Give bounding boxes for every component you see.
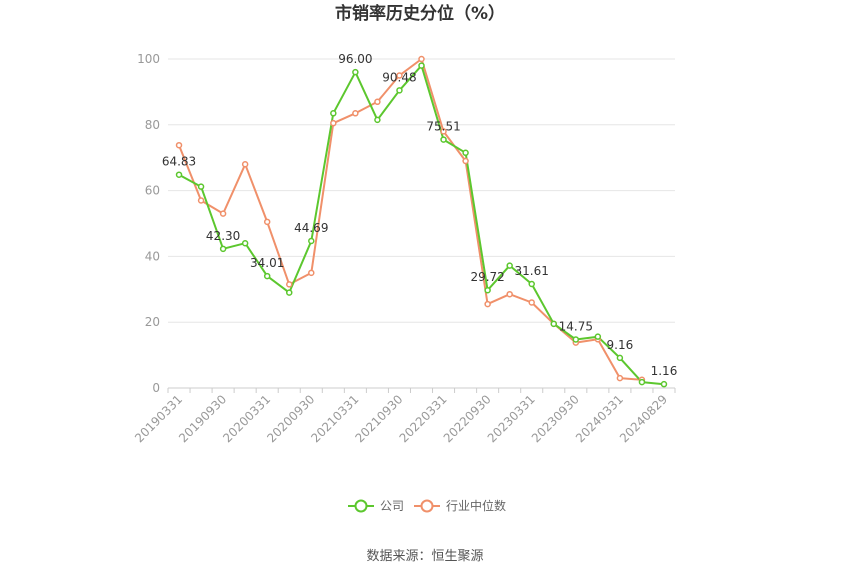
series-lines xyxy=(178,58,665,386)
data-point xyxy=(330,119,337,127)
x-tick-label: 20240829 xyxy=(617,392,670,445)
data-point xyxy=(418,55,425,63)
data-point xyxy=(308,237,315,245)
data-point xyxy=(175,171,183,178)
data-point xyxy=(616,374,624,382)
data-point xyxy=(396,72,403,79)
data-label: 1.16 xyxy=(651,364,678,378)
data-point xyxy=(462,149,469,157)
data-label: 44.69 xyxy=(294,221,328,235)
series-line-行业中位数 xyxy=(178,58,642,381)
data-point xyxy=(440,128,447,135)
y-tick-label: 80 xyxy=(145,118,160,132)
data-label: 34.01 xyxy=(250,256,284,270)
legend-item-行业中位数: 行业中位数 xyxy=(414,498,506,513)
x-axis: 2019033120190930202003312020093020210331… xyxy=(132,387,676,445)
data-point xyxy=(197,197,205,204)
y-axis: 0 20 40 60 80 100 xyxy=(137,52,160,395)
data-point xyxy=(594,333,602,340)
chart-title: 市销率历史分位（%） xyxy=(335,3,505,24)
data-point xyxy=(462,157,469,165)
data-label: 29.72 xyxy=(470,270,504,284)
legend-label: 公司 xyxy=(380,499,404,513)
data-label: 42.30 xyxy=(206,229,240,243)
data-point xyxy=(352,110,359,117)
data-point xyxy=(374,116,381,124)
y-tick-label: 100 xyxy=(137,52,160,66)
data-label: 75.51 xyxy=(426,120,460,134)
legend-label: 行业中位数 xyxy=(446,498,506,513)
data-point xyxy=(572,336,580,343)
data-point xyxy=(263,218,271,226)
data-point xyxy=(285,281,293,288)
data-labels: 64.83 42.30 34.01 44.69 96.00 90.48 75.51 29.72… xyxy=(162,52,677,378)
source-text: 数据来源：恒生聚源 xyxy=(366,549,483,564)
y-tick-label: 40 xyxy=(145,249,160,263)
legend-item-公司: 公司 xyxy=(348,499,404,513)
data-point xyxy=(550,320,558,328)
y-tick-label: 60 xyxy=(145,184,160,198)
data-point xyxy=(638,378,646,386)
data-point xyxy=(241,239,249,247)
series-line-公司 xyxy=(178,64,665,386)
data-label: 14.75 xyxy=(559,319,593,333)
data-point xyxy=(528,299,535,306)
data-point xyxy=(418,62,425,69)
data-point xyxy=(219,245,227,253)
data-point xyxy=(285,289,293,296)
data-point xyxy=(528,280,535,288)
y-tick-label: 20 xyxy=(145,315,160,329)
data-point xyxy=(219,210,227,217)
data-point xyxy=(440,136,447,143)
data-point xyxy=(263,272,271,280)
data-label: 64.83 xyxy=(162,155,196,169)
data-point xyxy=(616,354,624,362)
legend-swatch-marker xyxy=(354,499,368,513)
data-point xyxy=(396,87,403,94)
data-point xyxy=(175,141,183,149)
data-point xyxy=(308,269,315,277)
data-point xyxy=(484,286,491,294)
data-point xyxy=(330,110,337,117)
data-point xyxy=(374,98,381,106)
data-point xyxy=(352,68,359,76)
grid xyxy=(168,58,675,323)
data-point xyxy=(506,262,513,269)
data-label: 31.61 xyxy=(515,264,549,278)
legend: 公司 行业中位数 xyxy=(348,498,506,513)
y-tick-label: 0 xyxy=(152,381,160,395)
data-point xyxy=(197,183,205,190)
data-label: 96.00 xyxy=(338,52,372,66)
legend-swatch-marker xyxy=(420,499,434,513)
data-label: 9.16 xyxy=(607,338,634,352)
data-point xyxy=(241,161,249,168)
data-point xyxy=(660,380,668,388)
series-points xyxy=(175,55,668,388)
data-point xyxy=(484,300,491,308)
data-point xyxy=(506,290,513,298)
data-label: 90.48 xyxy=(382,70,416,84)
